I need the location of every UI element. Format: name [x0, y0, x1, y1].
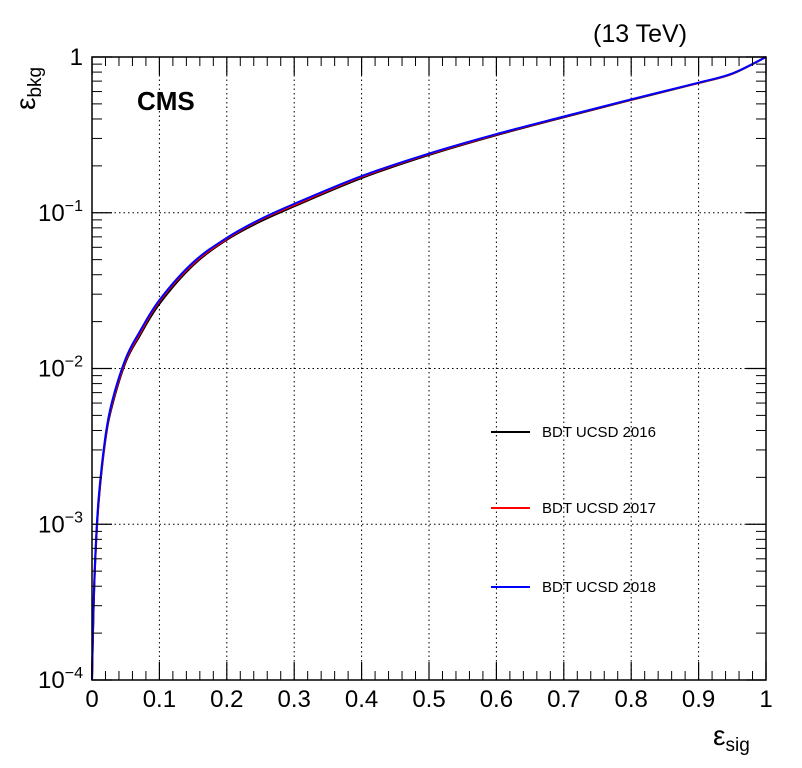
x-tick-label: 0.8	[615, 686, 648, 713]
x-tick-label: 0.4	[345, 686, 378, 713]
x-tick-label: 0.7	[547, 686, 580, 713]
x-axis-symbol: ε	[713, 720, 725, 751]
x-tick-label: 0.5	[412, 686, 445, 713]
legend-label-3: BDT UCSD 2018	[542, 579, 656, 596]
x-tick-label: 0.1	[143, 686, 176, 713]
legend: BDT UCSD 2016 BDT UCSD 2017 BDT UCSD 2018	[491, 424, 656, 596]
energy-label: (13 TeV)	[593, 20, 687, 48]
y-tick-base: 1	[70, 44, 83, 71]
y-tick-exponent: −1	[65, 198, 83, 215]
tick-labels: 0 0.1 0.2 0.3 0.4 0.5 0.6 0.7 0.8 0.9 1110−110−210…	[38, 44, 773, 713]
x-tick-label: 0	[85, 686, 98, 713]
y-axis-title: εbkg	[10, 67, 46, 110]
y-tick-base: 10	[38, 667, 65, 694]
grid	[92, 57, 766, 680]
x-tick-label: 0.2	[210, 686, 243, 713]
x-tick-label: 0.6	[480, 686, 513, 713]
cms-label: CMS	[137, 86, 195, 116]
y-tick-label: 10−4	[38, 665, 83, 694]
axis-ticks	[91, 56, 767, 681]
x-tick-label: 1	[759, 686, 772, 713]
x-tick-label: 0.3	[278, 686, 311, 713]
x-axis-subscript: sig	[725, 735, 749, 756]
y-tick-exponent: −2	[65, 354, 83, 371]
legend-label-2: BDT UCSD 2017	[542, 500, 656, 517]
x-tick-label: 0.9	[682, 686, 715, 713]
y-tick-base: 10	[38, 356, 65, 383]
legend-label-1: BDT UCSD 2016	[542, 424, 656, 441]
y-axis-subscript: bkg	[25, 67, 46, 98]
y-tick-label: 10−2	[38, 354, 83, 383]
x-axis-title: εsig	[713, 720, 750, 756]
y-tick-exponent: −3	[65, 509, 83, 526]
y-tick-label: 10−3	[38, 509, 83, 538]
y-tick-base: 10	[38, 511, 65, 538]
y-tick-label: 1	[70, 44, 83, 71]
y-axis-symbol: ε	[10, 98, 41, 110]
y-tick-label: 10−1	[38, 198, 83, 227]
y-tick-base: 10	[38, 200, 65, 227]
y-tick-exponent: −4	[65, 665, 83, 682]
